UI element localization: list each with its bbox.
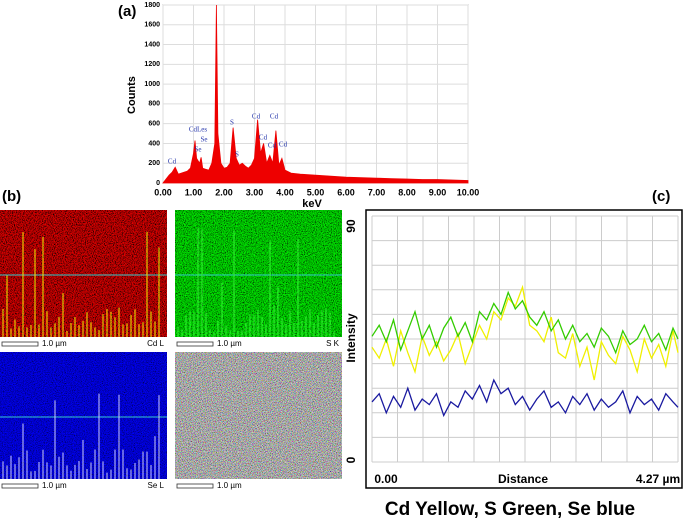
x-tick-label: 4.00 xyxy=(276,187,294,197)
x-axis-label: Distance xyxy=(498,472,548,486)
scale-label: 1.0 µm xyxy=(42,481,67,490)
map-label: Cd L xyxy=(147,339,164,348)
panel-label: (c) xyxy=(652,188,670,205)
peak-label: Cd xyxy=(259,134,268,142)
map-label: S K xyxy=(326,339,340,348)
scale-label: 1.0 µm xyxy=(217,339,242,348)
scale-label: 1.0 µm xyxy=(217,481,242,490)
y-tick-label: 200 xyxy=(148,160,160,167)
map-image xyxy=(0,210,167,337)
panel-label: (b) xyxy=(2,188,21,205)
x-tick-label: 10.00 xyxy=(457,187,480,197)
peak-label: Cd xyxy=(270,113,279,121)
profile-line xyxy=(371,290,679,355)
profile-line xyxy=(371,378,679,418)
peak-label: Cd xyxy=(279,141,288,149)
x-tick-label: 9.00 xyxy=(429,187,447,197)
y-axis-label: Counts xyxy=(126,76,138,114)
scale-bar xyxy=(176,341,214,347)
x-tick-label: 4.27 µm xyxy=(636,472,680,486)
scale-bar xyxy=(1,483,39,489)
peak-label: Cd xyxy=(252,113,261,121)
peak-label: Cd xyxy=(268,142,277,150)
caption: Cd Yellow, S Green, Se blue xyxy=(385,499,635,520)
x-tick-label: 3.00 xyxy=(246,187,264,197)
y-tick-label: 1800 xyxy=(144,2,160,9)
scale-bar xyxy=(1,341,39,347)
y-tick-label: 1200 xyxy=(144,61,160,68)
spectrum-area xyxy=(162,4,469,184)
peak-label: CdLes xyxy=(189,126,208,134)
x-tick-label: 1.00 xyxy=(185,187,203,197)
map-label: Se L xyxy=(148,481,165,490)
y-tick-label: 600 xyxy=(148,121,160,128)
x-axis-label: keV xyxy=(302,198,322,210)
y-axis-label: Intensity xyxy=(344,313,358,363)
peak-label: S xyxy=(230,119,234,127)
x-tick-label: 0.00 xyxy=(374,472,398,486)
y-tick-label: 1000 xyxy=(144,81,160,88)
map-image xyxy=(175,352,342,479)
x-tick-label: 5.00 xyxy=(307,187,325,197)
peak-label: S xyxy=(235,151,239,159)
y-tick-label: 800 xyxy=(148,101,160,108)
y-tick-label: 0 xyxy=(344,456,358,463)
x-tick-label: 2.00 xyxy=(215,187,233,197)
panel-label: (a) xyxy=(118,3,136,20)
peak-label: Se xyxy=(195,146,202,154)
y-tick-label: 1400 xyxy=(144,41,160,48)
peak-label: Cd xyxy=(168,158,177,166)
y-tick-label: 0 xyxy=(156,180,160,187)
peak-label: Se xyxy=(201,136,208,144)
x-tick-label: 0.00 xyxy=(154,187,172,197)
scale-bar xyxy=(176,483,214,489)
y-tick-label: 90 xyxy=(344,219,358,233)
y-tick-label: 400 xyxy=(148,140,160,147)
x-tick-label: 8.00 xyxy=(398,187,416,197)
x-tick-label: 6.00 xyxy=(337,187,355,197)
y-tick-label: 1600 xyxy=(144,22,160,29)
profile-line xyxy=(371,284,679,381)
scale-label: 1.0 µm xyxy=(42,339,67,348)
plot-frame xyxy=(365,209,683,489)
x-tick-label: 7.00 xyxy=(368,187,386,197)
